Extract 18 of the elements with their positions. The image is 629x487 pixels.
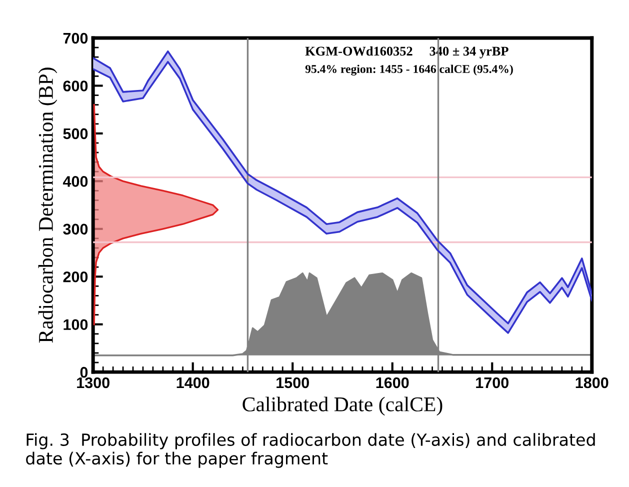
y-tick-label: 100 — [64, 319, 88, 330]
x-tick-label: 1700 — [476, 377, 508, 388]
x-tick-label: 1500 — [276, 377, 309, 388]
y-tick-label: 600 — [63, 80, 88, 92]
y-tick-label: 700 — [63, 32, 88, 44]
y-tick-label: 0 — [80, 366, 88, 378]
y-tick-label: 300 — [63, 224, 88, 235]
x-tick-label: 1300 — [77, 377, 110, 388]
x-axis-title: Calibrated Date (calCE) — [242, 396, 442, 416]
caption: Fig. 3 Probability profiles of radiocarbon date (Y-axis) and calibrated date (X-axis) for the paper fragment — [26, 433, 595, 468]
y-tick-label: 500 — [63, 128, 88, 140]
x-tick-label: 1800 — [576, 377, 608, 388]
y-axis-title: Radiocarbon Determination (BP) — [38, 68, 58, 343]
x-tick-label: 1400 — [176, 377, 210, 388]
annotation: 95.4% region: 1455 - 1646 calCE (95.4%) — [305, 64, 513, 76]
y-tick-label: 400 — [62, 176, 88, 187]
x-tick-label: 1600 — [376, 377, 409, 388]
y-tick-label: 200 — [63, 271, 88, 282]
